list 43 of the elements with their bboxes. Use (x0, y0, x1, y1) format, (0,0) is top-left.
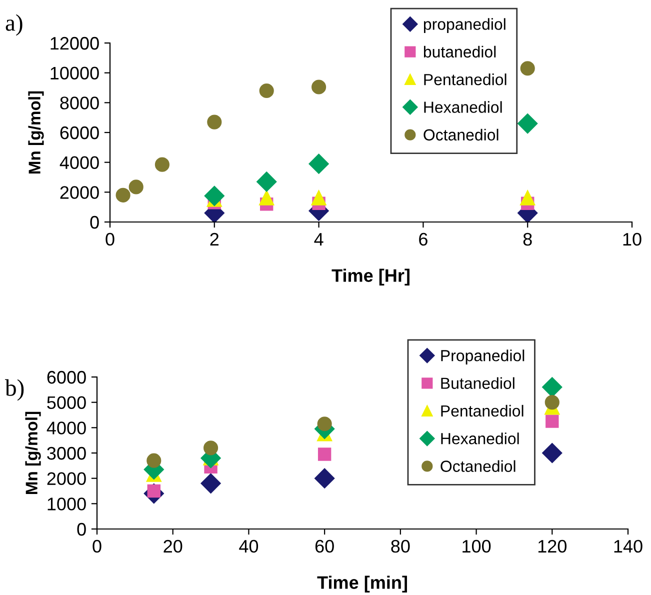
x-tick-label: 140 (614, 540, 642, 553)
legend-label: Pentanediol (424, 74, 506, 86)
x-tick-label: 20 (164, 540, 182, 553)
x-tick-label: 80 (391, 540, 410, 553)
y-tick-label: 5000 (47, 396, 86, 410)
y-tick-label: 4000 (60, 156, 99, 170)
y-tick-label: 3000 (47, 446, 86, 460)
legend-label: Hexanediol (441, 432, 519, 444)
text: a) (6, 14, 22, 36)
x-tick-label: 0 (106, 232, 114, 246)
y-tick-label: 6000 (60, 126, 99, 140)
legend-label: propanediol (424, 18, 506, 34)
y-tick-label: 2000 (47, 472, 86, 486)
y-tick-label: 10000 (50, 66, 99, 80)
x-axis-title: Time [Hr] (332, 268, 410, 286)
legend-label: Hexanediol (424, 101, 502, 113)
legend-label: Propanediol (441, 350, 524, 364)
y-axis-title: Mn [g/mol] (25, 412, 41, 494)
x-tick-label: 8 (523, 232, 532, 246)
x-axis-title: Time [min] (317, 576, 407, 593)
legend-label: butanediol (424, 46, 496, 58)
x-tick-label: 120 (538, 540, 566, 553)
x-tick-label: 60 (315, 540, 334, 553)
text: b) (5, 379, 24, 401)
y-axis-title: Mn [g/mol] (28, 91, 44, 174)
x-tick-label: 10 (623, 232, 642, 246)
y-tick-label: 6000 (47, 370, 86, 384)
x-tick-label: 4 (314, 233, 324, 246)
x-tick-label: 40 (239, 540, 258, 553)
x-tick-label: 100 (462, 540, 491, 553)
legend-label: Pentanediol (441, 404, 524, 417)
y-tick-label: 8000 (60, 96, 99, 110)
y-tick-label: 4000 (46, 422, 86, 434)
legend-label: Octanediol (440, 460, 516, 472)
y-tick-label: 0 (77, 522, 86, 536)
y-tick-label: 2000 (60, 186, 99, 199)
y-tick-label: 12000 (50, 36, 99, 50)
y-tick-label: 0 (90, 216, 99, 229)
legend-label: Octanediol (424, 128, 498, 141)
x-tick-label: 2 (210, 232, 219, 246)
x-tick-label: 6 (419, 232, 428, 246)
legend-label: Butanediol (441, 377, 514, 389)
y-tick-label: 1000 (48, 498, 86, 510)
